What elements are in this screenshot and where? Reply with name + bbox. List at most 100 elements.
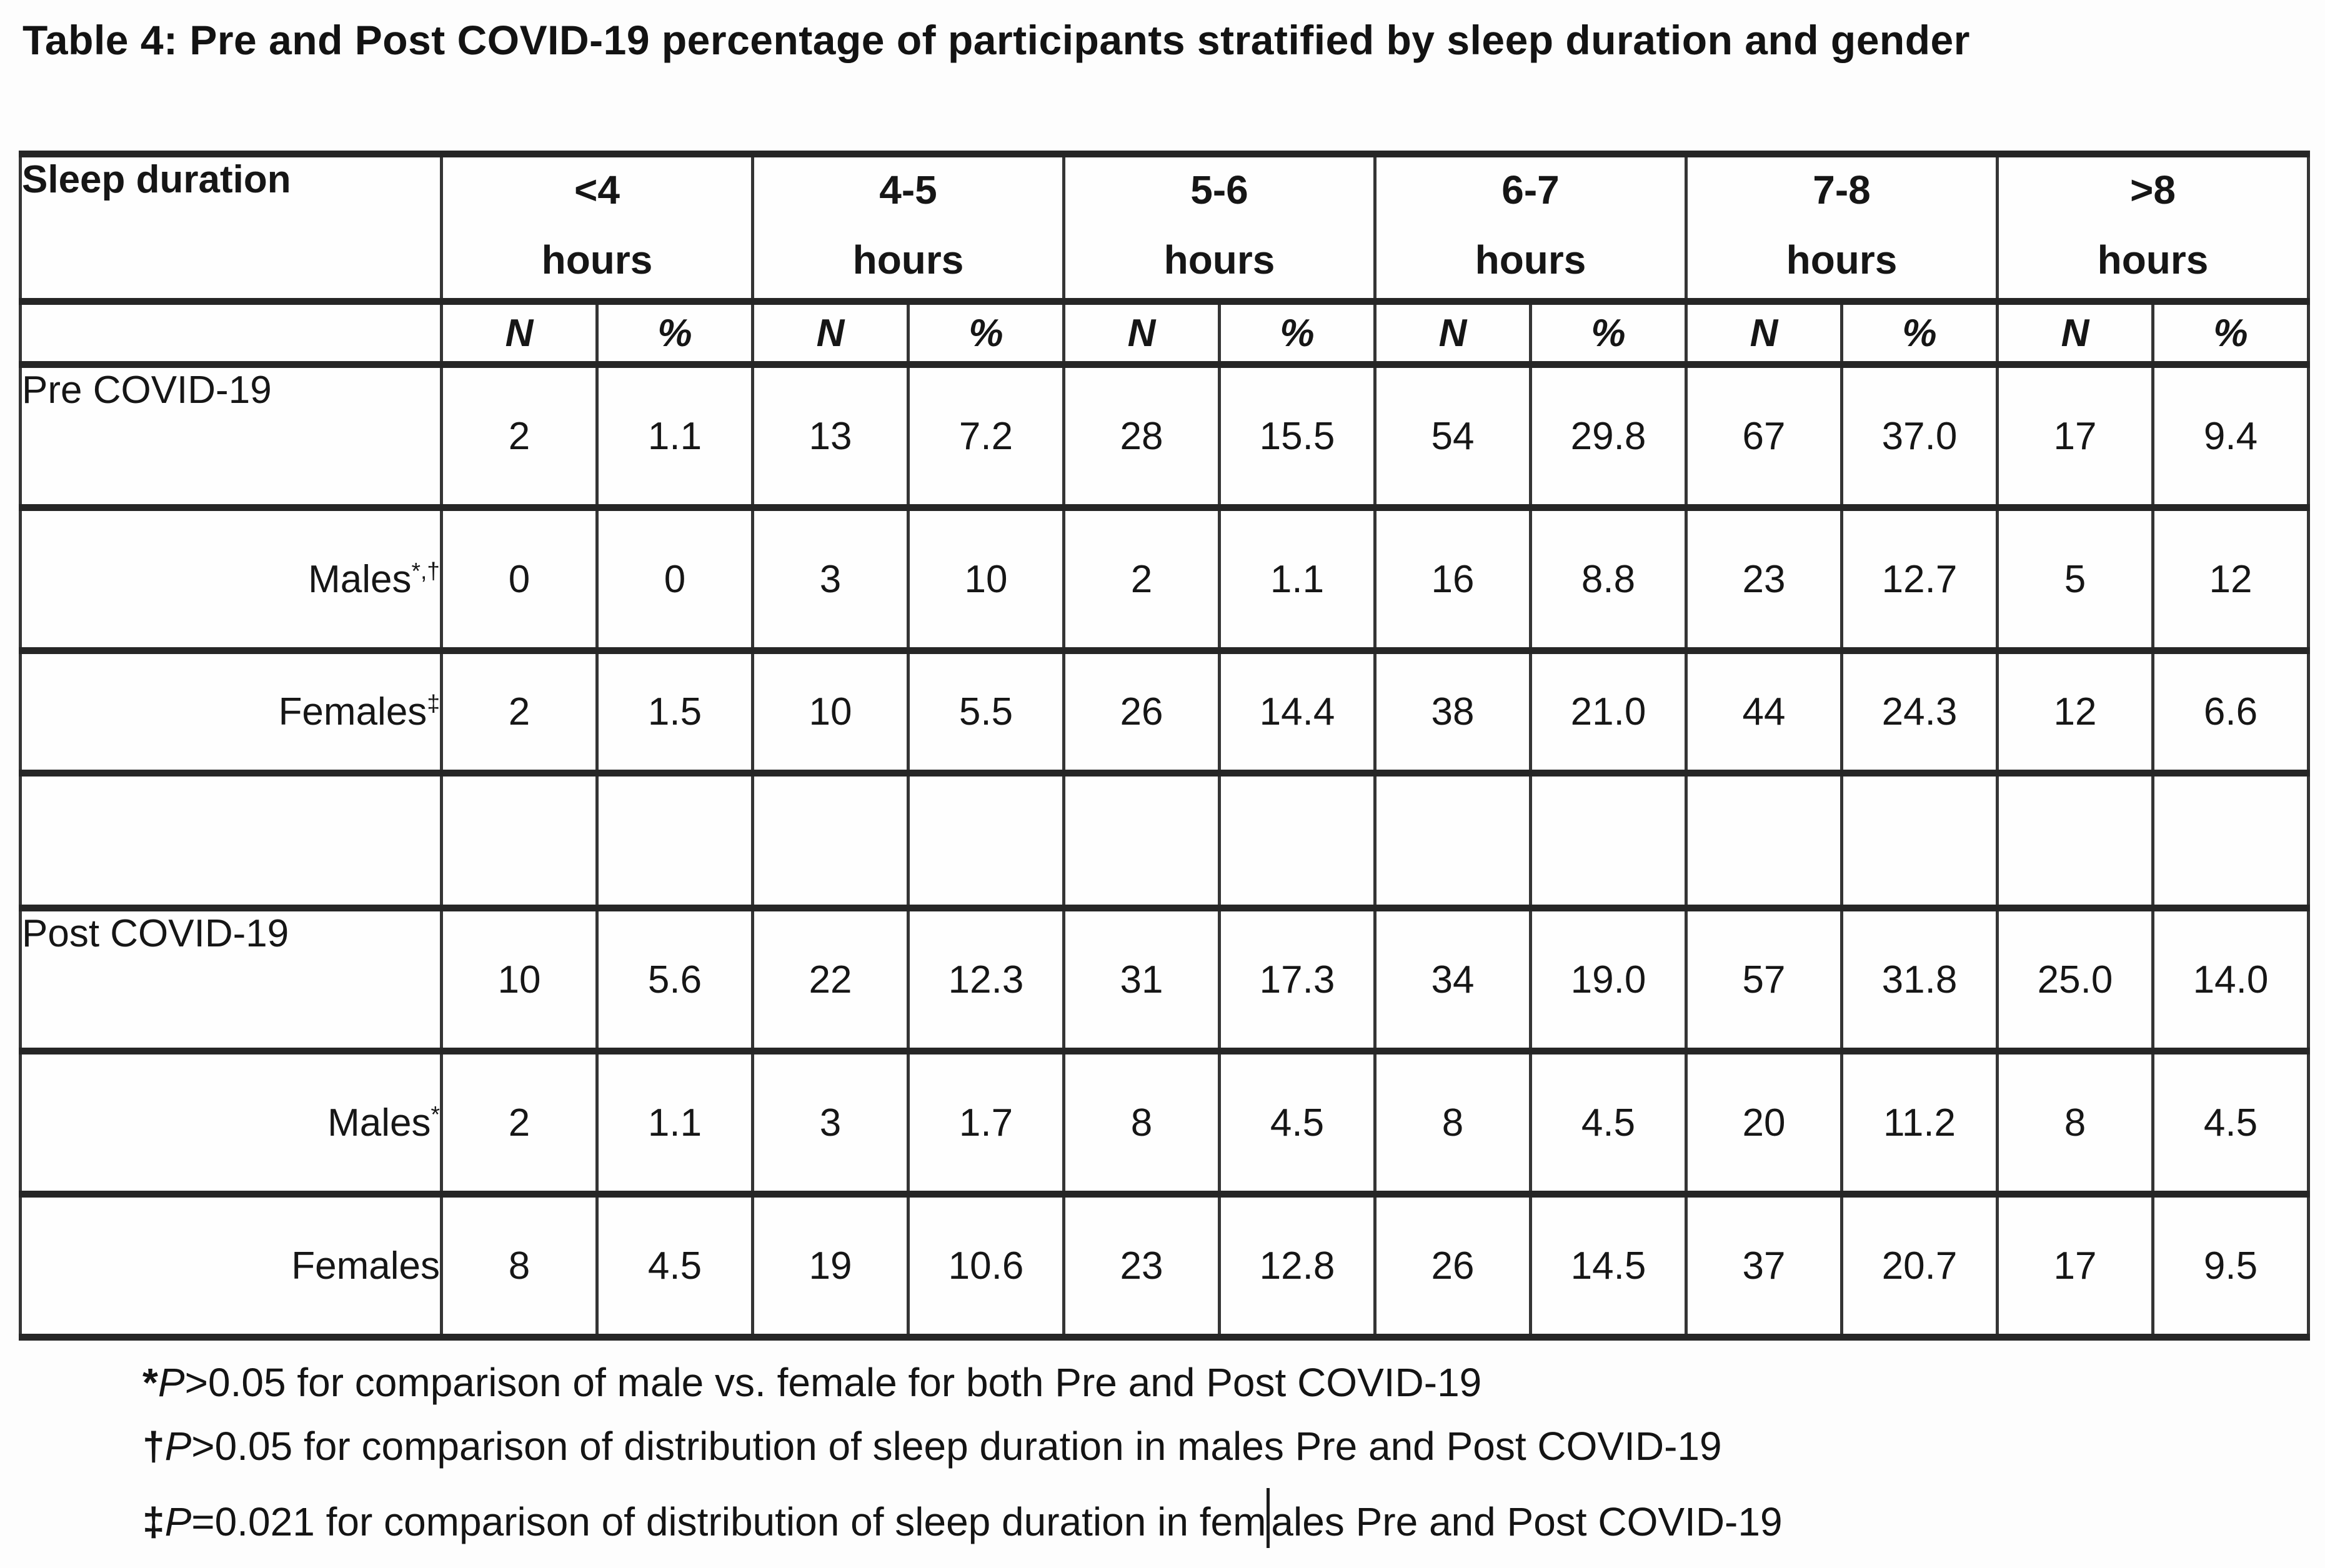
data-cell: 1.1 xyxy=(1218,504,1377,654)
footnote-text: =0.021 for comparison of distribution of… xyxy=(191,1499,1267,1544)
data-cell: 8 xyxy=(1373,1048,1532,1198)
data-cell: 9.5 xyxy=(2151,1191,2310,1341)
data-cell: 19.0 xyxy=(1529,905,1688,1054)
data-cell: 5.5 xyxy=(907,647,1065,777)
data-cell: 8 xyxy=(1062,1048,1221,1198)
duration-group-header: 4-5 hours xyxy=(751,151,1065,305)
table-row-post-males: Males* 2 1.1 3 1.7 8 4.5 8 4.5 20 11.2 8… xyxy=(19,1048,2310,1198)
data-cell: 4.5 xyxy=(595,1191,754,1341)
empty-cell xyxy=(1062,770,1221,911)
empty-cell xyxy=(1529,770,1688,911)
data-cell: 7.2 xyxy=(907,361,1065,511)
empty-cell xyxy=(19,770,443,911)
data-cell: 1.1 xyxy=(595,361,754,511)
row-label-cell: Pre COVID-19 xyxy=(19,361,443,511)
row-label-cell: Males*,† xyxy=(19,504,443,654)
table-row-pre-females: Females‡ 2 1.5 10 5.5 26 14.4 38 21.0 44… xyxy=(19,647,2310,777)
data-cell: 1.5 xyxy=(595,647,754,777)
duration-range: >8 xyxy=(2130,167,2176,212)
empty-cell xyxy=(440,770,599,911)
footnote-marker: ‡ xyxy=(142,1499,165,1544)
data-cell: 12.7 xyxy=(1840,504,1999,654)
data-cell: 12.3 xyxy=(907,905,1065,1054)
subheader-n: N xyxy=(1373,298,1532,368)
row-label-superscript: * xyxy=(431,1100,440,1127)
duration-range: 6-7 xyxy=(1501,167,1560,212)
empty-cell xyxy=(1840,770,1999,911)
row-label-cell: Females xyxy=(19,1191,443,1341)
corner-header-cell: Sleep duration xyxy=(19,151,443,305)
data-cell: 11.2 xyxy=(1840,1048,1999,1198)
data-cell: 14.4 xyxy=(1218,647,1377,777)
duration-unit: hours xyxy=(541,237,653,282)
duration-group-header: >8 hours xyxy=(1996,151,2310,305)
data-cell: 2 xyxy=(440,1048,599,1198)
duration-group-header: 6-7 hours xyxy=(1373,151,1688,305)
subheader-pct: % xyxy=(595,298,754,368)
subheader-n: N xyxy=(1685,298,1843,368)
data-cell: 38 xyxy=(1373,647,1532,777)
data-cell: 31 xyxy=(1062,905,1221,1054)
row-label-superscript: *,† xyxy=(411,557,440,583)
data-cell: 54 xyxy=(1373,361,1532,511)
data-cell: 21.0 xyxy=(1529,647,1688,777)
footnote-asterisk: *P>0.05 for comparison of male vs. femal… xyxy=(142,1361,1783,1404)
duration-group-header: 7-8 hours xyxy=(1685,151,1999,305)
data-cell: 17.3 xyxy=(1218,905,1377,1054)
data-cell: 13 xyxy=(751,361,910,511)
empty-cell xyxy=(1996,770,2154,911)
table-row-pre-covid: Pre COVID-19 2 1.1 13 7.2 28 15.5 54 29.… xyxy=(19,361,2310,511)
empty-cell xyxy=(751,770,910,911)
sleep-duration-table: Sleep duration <4 hours 4-5 hours 5-6 ho… xyxy=(19,151,2310,1341)
table-row-post-females: Females 8 4.5 19 10.6 23 12.8 26 14.5 37… xyxy=(19,1191,2310,1341)
data-cell: 23 xyxy=(1685,504,1843,654)
data-cell: 3 xyxy=(751,504,910,654)
data-cell: 12.8 xyxy=(1218,1191,1377,1341)
data-cell: 8 xyxy=(440,1191,599,1341)
duration-range: 7-8 xyxy=(1813,167,1871,212)
data-cell: 26 xyxy=(1062,647,1221,777)
footnote-p-symbol: P xyxy=(164,1424,192,1469)
row-label-cell: Males* xyxy=(19,1048,443,1198)
subheader-pct: % xyxy=(1529,298,1688,368)
data-cell: 31.8 xyxy=(1840,905,1999,1054)
data-cell: 57 xyxy=(1685,905,1843,1054)
data-cell: 0 xyxy=(440,504,599,654)
data-cell: 5 xyxy=(1996,504,2154,654)
subheader-n: N xyxy=(1062,298,1221,368)
data-cell: 24.3 xyxy=(1840,647,1999,777)
data-cell: 67 xyxy=(1685,361,1843,511)
data-cell: 16 xyxy=(1373,504,1532,654)
row-label: Males xyxy=(308,557,412,601)
empty-cell xyxy=(907,770,1065,911)
data-cell: 44 xyxy=(1685,647,1843,777)
data-cell: 2 xyxy=(440,361,599,511)
table-caption: Table 4: Pre and Post COVID-19 percentag… xyxy=(22,17,1970,63)
data-cell: 2 xyxy=(1062,504,1221,654)
data-cell: 14.5 xyxy=(1529,1191,1688,1341)
footnote-marker: * xyxy=(142,1360,158,1405)
data-cell: 20.7 xyxy=(1840,1191,1999,1341)
subheader-n: N xyxy=(751,298,910,368)
data-cell: 37 xyxy=(1685,1191,1843,1341)
footnote-p-symbol: P xyxy=(164,1499,192,1544)
data-cell: 6.6 xyxy=(2151,647,2310,777)
data-cell: 20 xyxy=(1685,1048,1843,1198)
data-cell: 10 xyxy=(751,647,910,777)
data-cell: 28 xyxy=(1062,361,1221,511)
duration-unit: hours xyxy=(1786,237,1898,282)
data-cell: 17 xyxy=(1996,1191,2154,1341)
data-cell: 23 xyxy=(1062,1191,1221,1341)
data-cell: 12 xyxy=(2151,504,2310,654)
footnote-text: >0.05 for comparison of male vs. female … xyxy=(184,1360,1482,1405)
table-row-empty xyxy=(19,770,2310,911)
subheader-pct: % xyxy=(2151,298,2310,368)
data-cell: 10 xyxy=(440,905,599,1054)
subheader-n: N xyxy=(1996,298,2154,368)
data-cell: 37.0 xyxy=(1840,361,1999,511)
data-cell: 1.7 xyxy=(907,1048,1065,1198)
subheader-spacer-cell xyxy=(19,298,443,368)
duration-unit: hours xyxy=(1163,237,1275,282)
duration-unit: hours xyxy=(2097,237,2209,282)
